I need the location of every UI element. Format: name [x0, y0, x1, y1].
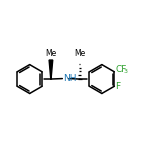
Polygon shape: [49, 60, 53, 79]
Circle shape: [93, 70, 111, 88]
Text: NH: NH: [63, 74, 77, 83]
Circle shape: [21, 70, 38, 88]
Text: 3: 3: [123, 69, 128, 74]
Text: Me: Me: [45, 49, 57, 58]
Text: Me: Me: [74, 49, 85, 58]
Text: F: F: [116, 82, 121, 91]
Text: CF: CF: [116, 66, 127, 74]
